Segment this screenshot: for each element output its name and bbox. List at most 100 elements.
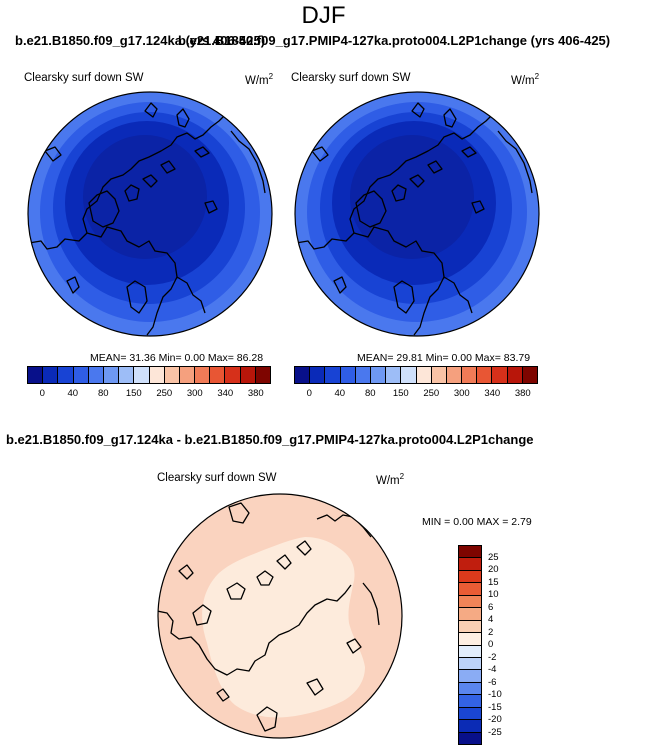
colorbar-swatch [459,670,481,683]
colorbar-swatch [492,367,508,383]
colorbar-swatch [43,367,59,383]
colorbar-tick-label: 340 [484,388,501,399]
colorbar-swatch [462,367,478,383]
colorbar-swatch [416,367,432,383]
colorbar-swatch [446,367,463,383]
colorbar-tick-label: 2 [488,626,494,638]
colorbar-swatch [164,367,180,383]
colorbar-swatch [73,367,89,383]
polar-map-right [294,91,540,337]
colorbar-swatch [459,720,481,733]
map-bands [295,92,539,336]
colorbar-swatch [431,367,447,383]
colorbar-swatch [340,367,356,383]
colorbar-swatch [370,367,387,383]
map-bands [28,92,272,336]
colorbar-swatch [459,583,481,596]
colorbar-swatch [459,633,481,646]
colorbar-tick-label: 0 [488,639,494,650]
colorbar-tick-label: 0 [39,388,45,399]
colorbar-swatch [149,367,165,383]
colorbar-tick-label: 380 [514,388,531,399]
colorbar-tick-label: 80 [364,388,376,399]
colorbar-swatch [355,367,371,383]
colorbar-tick-label: 340 [217,388,234,399]
colorbar-swatch [210,367,226,383]
colorbar-swatch [507,367,523,383]
colorbar-swatch [459,707,481,721]
colorbar-tick-label: -4 [488,664,497,675]
colorbar-swatch [459,608,481,621]
panel3-variable-label: Clearsky surf down SW [157,472,277,484]
colorbar-swatch [103,367,120,383]
panel3-stats: MIN = 0.00 MAX = 2.79 [422,516,532,528]
colorbar-swatch [477,367,493,383]
colorbar-swatch [459,595,481,609]
case-title-left: b.e21.B1850.f09_g17.124ka (yrs 406-425) [15,33,266,48]
colorbar-swatch [459,732,481,744]
colorbar-swatch [310,367,326,383]
colorbar-swatch [179,367,196,383]
coastlines [295,102,533,336]
colorbar-swatch [225,367,241,383]
colorbar-tick-label: -20 [488,714,502,725]
colorbar-tick-label: 0 [306,388,312,399]
colorbar-swatch [325,367,341,383]
panel2-stats: MEAN= 29.81 Min= 0.00 Max= 83.79 [357,352,531,364]
colorbar-swatch [459,645,481,658]
colorbar-tick-label: -25 [488,726,502,738]
panel2-units-label: W/m2 [511,72,540,87]
band-inner [202,537,365,718]
panel1-stats: MEAN= 31.36 Min= 0.00 Max= 86.28 [90,352,264,364]
colorbar-tick-label: 6 [488,601,494,613]
colorbar-tick-label: -15 [488,701,502,713]
colorbar-swatch [240,367,256,383]
colorbar-tick-label: 15 [488,576,499,588]
colorbar-tick-label: -2 [488,651,497,663]
colorbar-swatch [522,367,537,383]
case-title-right: b.e21.B1850.f09_g17.PMIP4-127ka.proto004… [178,33,611,48]
panel1-units-label: W/m2 [245,72,274,87]
colorbar-tick-label: 80 [97,388,109,399]
band-pole [83,135,207,259]
colorbar-swatch [134,367,150,383]
colorbar-swatch [295,367,311,383]
colorbar-swatch [28,367,44,383]
colorbar-tick-label: -6 [488,676,497,688]
page-title: DJF [301,2,346,29]
colorbar-tick-label: 40 [67,388,79,399]
colorbar-swatch [459,695,481,708]
panel2-variable-label: Clearsky surf down SW [291,72,411,84]
difference-title: b.e21.B1850.f09_g17.124ka - b.e21.B1850.… [6,432,534,447]
colorbar-swatch [88,367,104,383]
colorbar-swatch [459,620,481,634]
colorbar-tick-label: 300 [186,388,203,399]
colorbar-tick-label: 150 [392,388,409,399]
map-bands [158,494,402,738]
colorbar-swatch [459,558,481,571]
colorbar-tick-label: 40 [334,388,346,399]
colorbar-tick-label: 20 [488,564,499,575]
colorbar-swatch [386,367,402,383]
colorbar-tick-label: 250 [423,388,440,399]
colorbar-swatch [459,682,481,696]
colorbar-tick-label: 380 [247,388,264,399]
colorbar-swatch [255,367,270,383]
coastlines [28,102,266,336]
colorbar-swatch [195,367,211,383]
colorbar-swatch [459,546,481,559]
colorbar-tick-label: 150 [125,388,142,399]
colorbar-tick-label: 250 [156,388,173,399]
band-pole [350,135,474,259]
colorbar-tick-label: 10 [488,589,499,600]
colorbar-swatch [459,570,481,584]
colorbar-tick-label: -10 [488,689,502,700]
colorbar-swatch [401,367,417,383]
panel1-variable-label: Clearsky surf down SW [24,72,144,84]
panel3-units-label: W/m2 [376,472,405,487]
colorbar-tick-label: 4 [488,614,494,625]
colorbar-swatch [119,367,135,383]
colorbar-tick-label: 300 [453,388,470,399]
colorbar-swatch [58,367,74,383]
polar-map-left [27,91,273,337]
